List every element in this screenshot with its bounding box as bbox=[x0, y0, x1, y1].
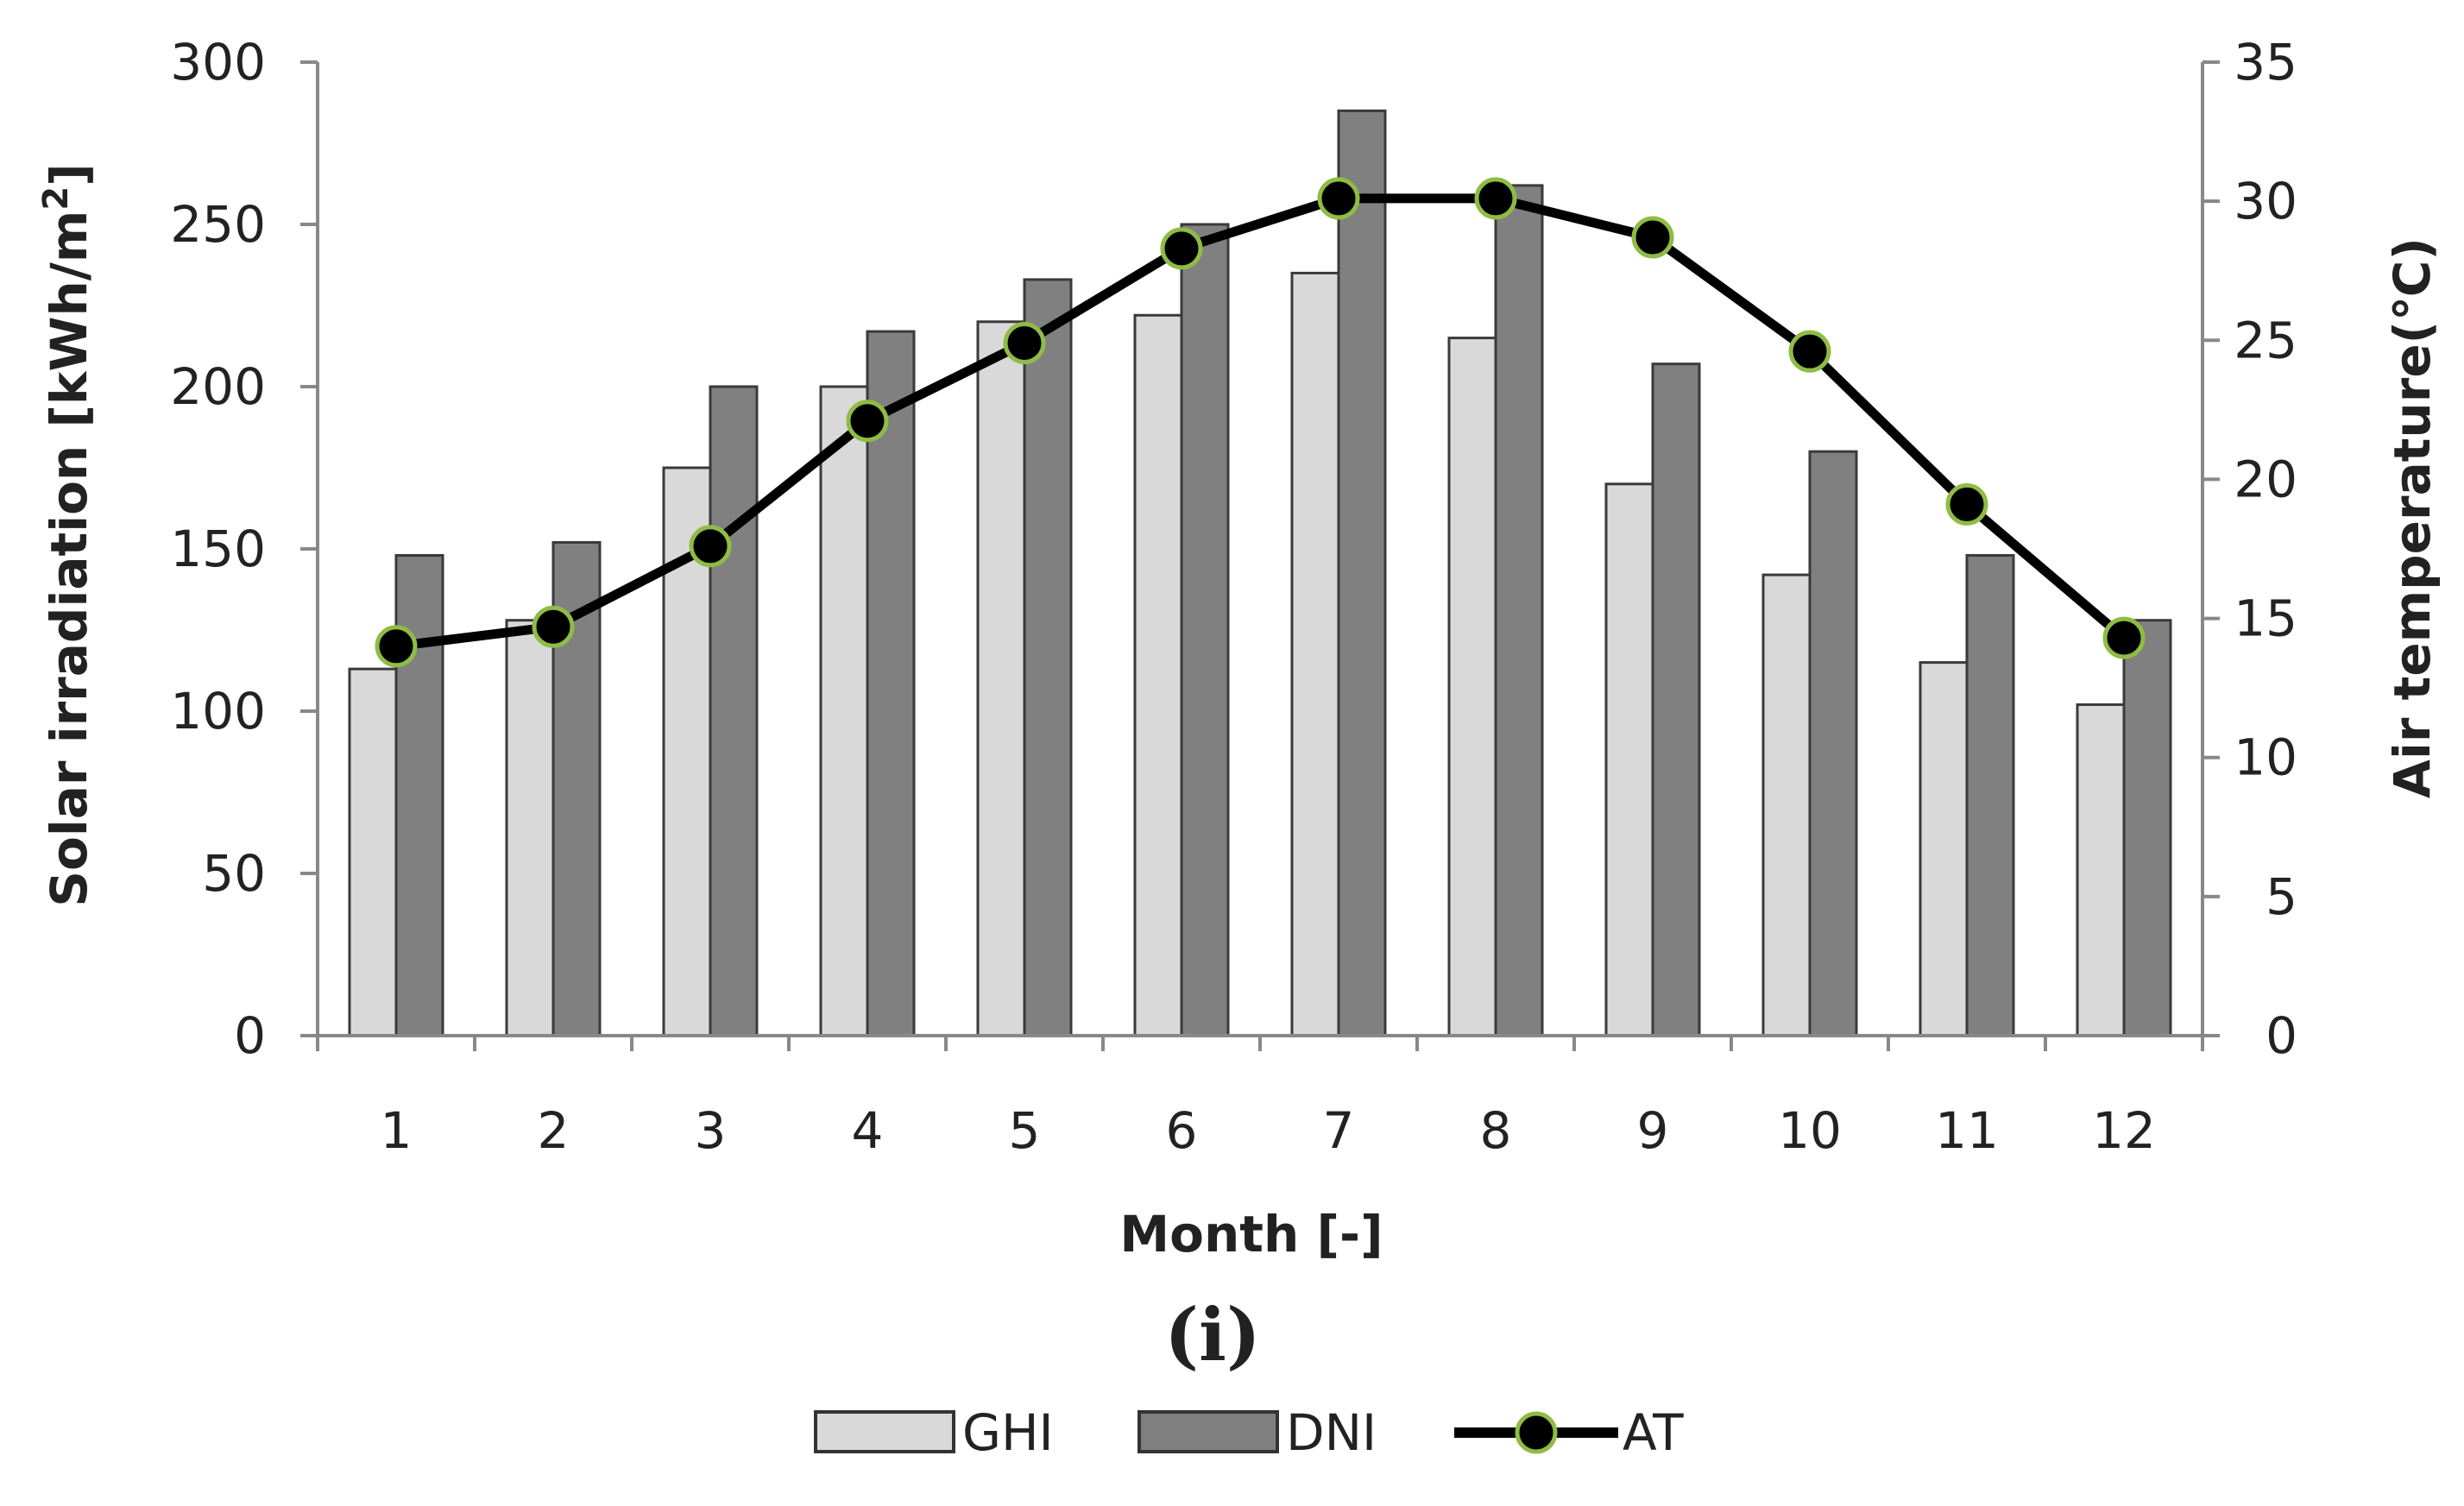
marker-at-3 bbox=[689, 525, 732, 568]
bar-dni-5 bbox=[1023, 278, 1073, 1037]
legend-label-dni: DNI bbox=[1286, 1403, 1377, 1462]
x-tick-label-9: 9 bbox=[1637, 1101, 1669, 1160]
marker-at-5 bbox=[1003, 322, 1046, 365]
legend-label-at: AT bbox=[1623, 1403, 1684, 1462]
y2-tick-label-25: 25 bbox=[2234, 311, 2297, 369]
line-series-group bbox=[375, 177, 2146, 668]
legend: GHI DNI AT bbox=[814, 1403, 1684, 1462]
marker-at-7 bbox=[1317, 177, 1360, 220]
legend-label-ghi: GHI bbox=[962, 1403, 1054, 1462]
bar-dni-1 bbox=[394, 554, 444, 1037]
bar-dni-4 bbox=[866, 330, 916, 1037]
bar-ghi-9 bbox=[1604, 482, 1654, 1037]
marker-at-8 bbox=[1474, 177, 1517, 220]
y-tick-label-50: 50 bbox=[202, 844, 266, 903]
legend-swatch-ghi bbox=[814, 1410, 955, 1453]
bar-dni-8 bbox=[1494, 184, 1544, 1037]
y-tick-label-0: 0 bbox=[234, 1006, 266, 1065]
marker-at-4 bbox=[846, 400, 889, 443]
bar-dni-9 bbox=[1651, 362, 1701, 1037]
x-tick-label-2: 2 bbox=[538, 1101, 570, 1160]
y2-tick-label-0: 0 bbox=[2265, 1006, 2297, 1065]
bar-ghi-6 bbox=[1133, 313, 1183, 1037]
ticks-group: 1 2 3 4 5 6 7 8 9 10 11 120501001502002503000510152… bbox=[170, 33, 2297, 1160]
x-tick-label-6: 6 bbox=[1166, 1101, 1198, 1160]
bar-ghi-2 bbox=[505, 619, 555, 1037]
bar-dni-6 bbox=[1180, 223, 1230, 1037]
marker-at-6 bbox=[1160, 227, 1203, 270]
y2-tick-label-10: 10 bbox=[2234, 728, 2297, 787]
y2-tick-label-5: 5 bbox=[2265, 867, 2297, 926]
marker-at-1 bbox=[375, 625, 418, 668]
y-tick-label-150: 150 bbox=[170, 520, 266, 578]
bar-dni-10 bbox=[1808, 450, 1858, 1037]
y-tick-label-100: 100 bbox=[170, 682, 266, 740]
x-tick-label-7: 7 bbox=[1323, 1101, 1355, 1160]
x-tick-label-3: 3 bbox=[695, 1101, 727, 1160]
x-tick-label-4: 4 bbox=[852, 1101, 884, 1160]
marker-at-2 bbox=[532, 605, 575, 648]
x-tick-label-1: 1 bbox=[381, 1101, 413, 1160]
bar-ghi-11 bbox=[1919, 661, 1969, 1037]
marker-at-9 bbox=[1631, 216, 1674, 259]
bar-dni-11 bbox=[1965, 554, 2015, 1037]
y2-tick-label-20: 20 bbox=[2234, 450, 2297, 508]
y2-tick-label-35: 35 bbox=[2234, 33, 2297, 91]
bar-ghi-8 bbox=[1447, 337, 1497, 1037]
marker-at-12 bbox=[2102, 616, 2146, 659]
bar-dni-3 bbox=[709, 385, 759, 1037]
bar-ghi-5 bbox=[976, 320, 1026, 1037]
y2-tick-label-30: 30 bbox=[2234, 172, 2297, 230]
bar-dni-12 bbox=[2122, 619, 2172, 1037]
x-axis-title: Month [-] bbox=[1119, 1205, 1383, 1263]
bar-ghi-7 bbox=[1290, 271, 1340, 1037]
bar-ghi-10 bbox=[1761, 573, 1812, 1037]
x-tick-label-12: 12 bbox=[2092, 1101, 2156, 1160]
bar-ghi-12 bbox=[2076, 703, 2126, 1037]
y-axis-title: Solar irradiation [kWh/m2] bbox=[36, 163, 98, 906]
x-tick-label-10: 10 bbox=[1778, 1101, 1842, 1160]
line-at bbox=[395, 193, 2127, 652]
y-tick-label-250: 250 bbox=[170, 195, 266, 254]
y2-axis-title: Air temperature(℃) bbox=[2383, 237, 2442, 798]
panel-label: (i) bbox=[1164, 1292, 1260, 1377]
marker-at-11 bbox=[1945, 482, 1988, 526]
x-tick-label-5: 5 bbox=[1009, 1101, 1041, 1160]
bar-ghi-4 bbox=[819, 385, 869, 1037]
bar-ghi-1 bbox=[348, 667, 398, 1037]
y-tick-label-300: 300 bbox=[170, 33, 266, 91]
bars-group bbox=[348, 109, 2172, 1037]
y-tick-label-200: 200 bbox=[170, 357, 266, 416]
marker-at-10 bbox=[1788, 330, 1831, 373]
x-tick-label-11: 11 bbox=[1935, 1101, 1999, 1160]
legend-swatch-dni bbox=[1137, 1410, 1279, 1453]
y2-tick-label-15: 15 bbox=[2234, 589, 2297, 648]
bar-dni-7 bbox=[1337, 109, 1387, 1037]
x-tick-label-8: 8 bbox=[1480, 1101, 1512, 1160]
legend-marker-at bbox=[1515, 1411, 1558, 1454]
